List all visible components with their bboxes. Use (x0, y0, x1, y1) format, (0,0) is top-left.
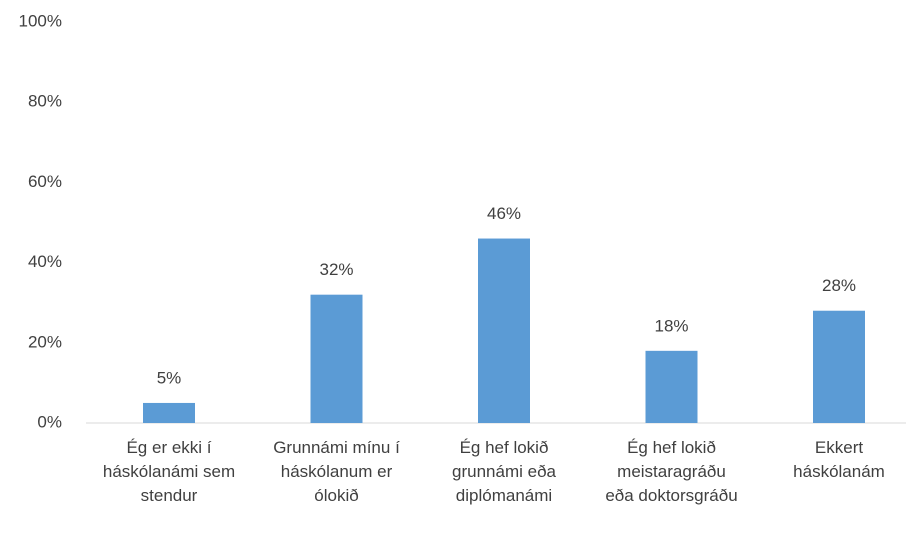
x-tick-label: Ég hef lokið grunnámi eða diplómanámi (452, 438, 556, 505)
y-tick-label: 20% (28, 332, 62, 351)
x-tick-label: Grunnámi mínu í háskólanum er ólokið (273, 438, 400, 505)
bar (310, 294, 363, 423)
data-label: 46% (487, 204, 521, 223)
bar (143, 402, 195, 423)
bar (645, 350, 698, 423)
x-tick-label: Ég hef lokið meistaragráðu eða doktorsgr… (605, 438, 738, 505)
data-label: 18% (654, 316, 688, 335)
x-tick-label: Ekkert háskólanám (793, 438, 885, 481)
bar (813, 310, 865, 423)
y-tick-label: 60% (28, 172, 62, 191)
y-tick-label: 100% (19, 11, 62, 30)
data-label: 32% (319, 260, 353, 279)
y-tick-label: 80% (28, 92, 62, 111)
bar (478, 238, 530, 423)
y-tick-label: 0% (37, 412, 62, 431)
data-label: 5% (157, 368, 182, 387)
x-tick-label: Ég er ekki í háskólanámi sem stendur (102, 438, 236, 505)
data-label: 28% (822, 276, 856, 295)
y-tick-label: 40% (28, 252, 62, 271)
